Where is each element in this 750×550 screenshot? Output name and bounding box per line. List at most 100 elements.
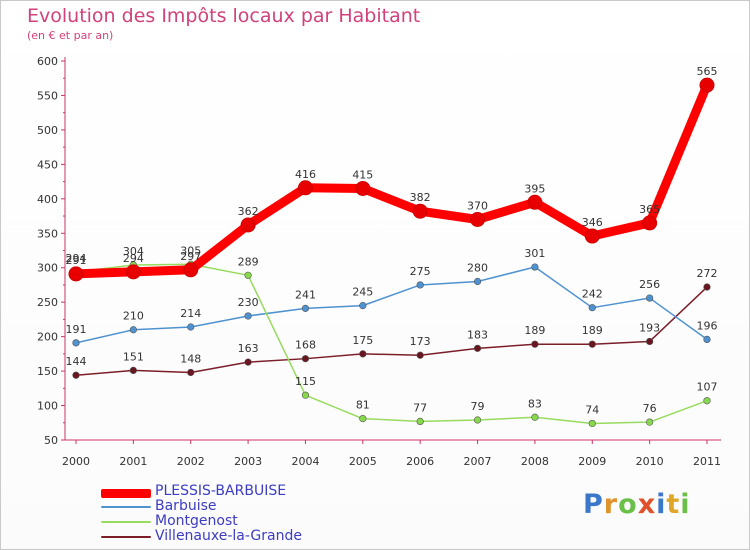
x-tick-label: 2008: [521, 455, 549, 468]
data-label: 294: [66, 252, 87, 265]
x-tick-label: 2000: [62, 455, 90, 468]
data-point: [473, 277, 482, 286]
legend-swatch-barbuise: [101, 506, 151, 508]
data-label: 297: [180, 250, 201, 263]
logo-letter: i: [680, 489, 691, 520]
data-label: 183: [467, 328, 488, 341]
data-label: 289: [238, 255, 259, 268]
data-point: [588, 340, 596, 348]
data-point: [359, 350, 367, 358]
x-tick-label: 2006: [406, 455, 434, 468]
data-point: [703, 397, 711, 405]
data-label: 77: [413, 401, 427, 414]
data-label: 416: [295, 168, 316, 181]
data-label: 191: [66, 323, 87, 336]
data-label: 189: [582, 324, 603, 337]
legend-swatch-plessis: [101, 489, 151, 498]
data-point: [416, 281, 424, 289]
data-label: 294: [123, 252, 144, 265]
series-line-2: [75, 263, 708, 425]
data-label: 151: [123, 350, 144, 363]
legend-item-plessis: PLESSIS-BARBUISE: [101, 483, 361, 500]
data-label: 193: [639, 321, 660, 334]
data-point: [588, 304, 596, 312]
data-point: [646, 294, 654, 302]
data-point: [301, 355, 310, 363]
data-label: 163: [238, 342, 259, 355]
data-point: [244, 358, 252, 366]
data-label: 175: [352, 334, 373, 347]
data-point: [531, 340, 539, 348]
data-label: 74: [585, 403, 599, 416]
data-point: [240, 217, 256, 233]
logo-letter: i: [656, 489, 667, 520]
data-label: 305: [180, 244, 201, 257]
data-point: [584, 228, 600, 244]
x-tick-label: 2010: [636, 455, 664, 468]
chart-title: Evolution des Impôts locaux par Habitant: [27, 5, 421, 27]
data-label: 241: [295, 288, 316, 301]
logo-letter: P: [583, 489, 604, 520]
data-point: [129, 366, 137, 375]
data-label: 395: [524, 182, 545, 195]
x-tick-label: 2004: [291, 455, 319, 468]
y-tick-label: 150: [37, 365, 58, 378]
data-label: 144: [66, 355, 87, 368]
data-label: 256: [639, 278, 660, 291]
data-point: [125, 264, 141, 280]
data-label: 173: [410, 335, 431, 348]
data-point: [699, 77, 715, 93]
data-point: [187, 323, 195, 331]
data-point: [72, 339, 80, 347]
data-label: 362: [238, 205, 259, 218]
data-point: [297, 180, 313, 196]
data-label: 76: [643, 402, 657, 415]
data-label: 189: [524, 324, 545, 337]
logo-letter: t: [666, 489, 681, 520]
data-label: 415: [352, 168, 373, 181]
data-label: 79: [471, 400, 485, 413]
y-tick-label: 250: [37, 296, 58, 309]
data-label: 275: [410, 265, 431, 278]
data-point: [642, 215, 658, 231]
data-point: [588, 419, 596, 428]
data-label: 365: [639, 203, 660, 216]
data-point: [473, 344, 482, 352]
data-label: 346: [582, 216, 603, 229]
data-point: [355, 180, 371, 196]
data-label: 382: [410, 191, 431, 204]
logo-letter: o: [618, 489, 638, 520]
x-tick-label: 2001: [119, 455, 147, 468]
data-label: 242: [582, 288, 603, 301]
data-label: 272: [697, 267, 718, 280]
y-tick-label: 350: [37, 227, 58, 240]
logo-letter: x: [637, 489, 657, 520]
data-point: [646, 337, 654, 346]
series-line-1: [75, 266, 708, 344]
data-point: [416, 417, 424, 425]
data-label: 83: [528, 397, 542, 410]
legend-item-montgenost: Montgenost: [101, 513, 361, 530]
chart-legend: PLESSIS-BARBUISE Barbuise Montgenost Vil…: [101, 483, 361, 545]
data-point: [531, 263, 539, 271]
x-tick-label: 2002: [177, 455, 205, 468]
data-point: [187, 368, 195, 377]
y-tick-label: 200: [37, 331, 58, 344]
data-point: [301, 304, 310, 312]
legend-item-villenauxe: Villenauxe-la-Grande: [101, 528, 361, 545]
y-tick-label: 300: [37, 262, 58, 275]
proxiti-logo: Proxiti: [583, 489, 691, 520]
data-label: 280: [467, 262, 488, 275]
legend-swatch-montgenost: [101, 521, 151, 523]
x-tick-label: 2005: [349, 455, 377, 468]
chart-subtitle: (en € et par an): [27, 29, 114, 42]
data-label: 81: [356, 399, 370, 412]
data-point: [68, 266, 84, 282]
x-tick-label: 2007: [464, 455, 492, 468]
y-tick-label: 450: [37, 158, 58, 171]
data-label: 168: [295, 339, 316, 352]
x-tick-label: 2011: [693, 455, 721, 468]
data-point: [531, 413, 539, 421]
x-tick-label: 2009: [578, 455, 606, 468]
